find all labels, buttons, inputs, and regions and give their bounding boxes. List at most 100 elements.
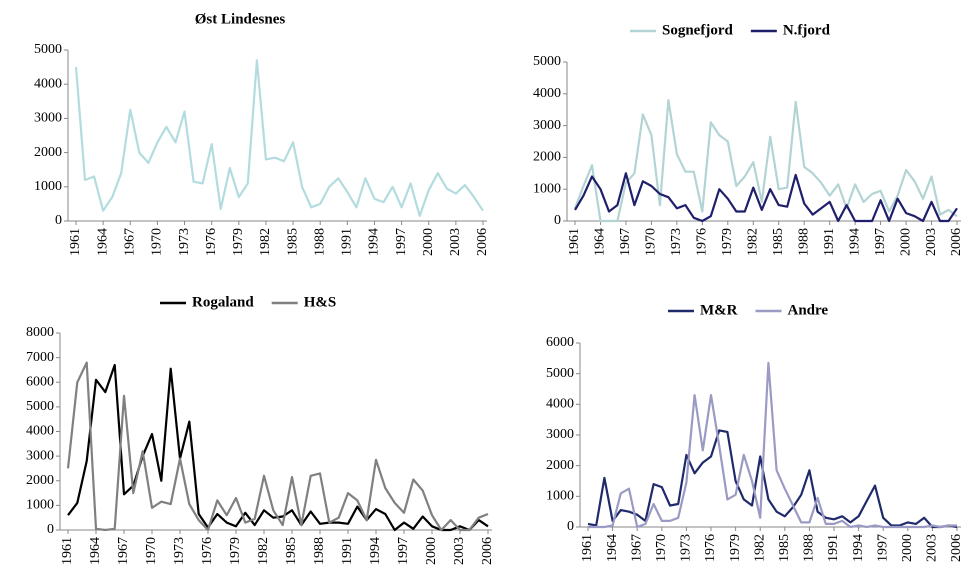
- x-tick-label: 1991: [340, 228, 355, 256]
- series-line: [574, 172, 958, 223]
- y-tick-label: 6000: [546, 335, 574, 350]
- x-tick-label: 1973: [172, 537, 187, 565]
- legend-label: Rogaland: [192, 294, 254, 310]
- x-tick-label: 1988: [802, 534, 817, 562]
- y-tick-label: 5000: [533, 54, 561, 69]
- y-tick-label: 0: [554, 213, 561, 228]
- x-tick-label: 1976: [204, 228, 219, 256]
- y-tick-label: 3000: [26, 448, 54, 463]
- x-tick-label: 1967: [618, 228, 633, 256]
- x-tick-label: 1994: [367, 228, 382, 256]
- x-tick-label: 1997: [394, 228, 409, 256]
- x-tick-label: 1997: [396, 537, 411, 565]
- x-tick-label: 1970: [644, 228, 659, 256]
- y-tick-label: 5000: [26, 399, 54, 414]
- series-line: [573, 99, 958, 223]
- y-tick-label: 2000: [533, 150, 561, 165]
- x-tick-label: 1988: [312, 228, 327, 256]
- y-tick-label: 2000: [26, 473, 54, 488]
- y-tick-label: 0: [567, 519, 574, 534]
- x-tick-label: 1997: [875, 534, 890, 562]
- x-tick-label: 1964: [95, 228, 110, 256]
- x-tick-label: 1976: [695, 228, 710, 256]
- x-tick-label: 2006: [480, 537, 495, 565]
- x-tick-label: 1994: [847, 228, 862, 256]
- x-tick-label: 1967: [122, 228, 137, 256]
- x-tick-label: 2003: [924, 228, 939, 256]
- x-tick-label: 2003: [925, 534, 940, 562]
- x-tick-label: 1961: [567, 228, 582, 256]
- x-tick-label: 1973: [669, 228, 684, 256]
- x-tick-label: 1979: [231, 228, 246, 256]
- x-tick-label: 1967: [629, 534, 644, 562]
- y-tick-label: 1000: [533, 181, 561, 196]
- y-tick-label: 1000: [546, 489, 574, 504]
- x-tick-label: 1970: [144, 537, 159, 565]
- x-tick-label: 1982: [256, 537, 271, 565]
- legend-label: Sognefjord: [662, 22, 733, 38]
- x-tick-label: 1961: [68, 228, 83, 256]
- x-tick-label: 2000: [421, 228, 436, 256]
- x-tick-label: 2003: [452, 537, 467, 565]
- x-tick-label: 1982: [752, 534, 767, 562]
- x-tick-label: 1973: [177, 228, 192, 256]
- x-tick-label: 1985: [777, 534, 792, 562]
- x-tick-label: 1967: [116, 537, 131, 565]
- y-tick-label: 3000: [533, 118, 561, 133]
- x-tick-label: 1970: [150, 228, 165, 256]
- x-tick-label: 1982: [745, 228, 760, 256]
- y-tick-label: 3000: [546, 427, 574, 442]
- y-tick-label: 0: [47, 522, 54, 537]
- x-tick-label: 1979: [228, 537, 243, 565]
- x-tick-label: 2000: [424, 537, 439, 565]
- x-tick-label: 1973: [679, 534, 694, 562]
- x-tick-label: 2006: [475, 228, 490, 256]
- x-tick-label: 2000: [900, 534, 915, 562]
- y-tick-label: 1000: [34, 179, 62, 194]
- x-tick-label: 1994: [851, 534, 866, 562]
- y-tick-label: 2000: [34, 145, 62, 160]
- y-tick-label: 5000: [546, 366, 574, 381]
- y-tick-label: 5000: [34, 42, 62, 57]
- legend-label: M&R: [700, 302, 738, 318]
- x-tick-label: 1988: [796, 228, 811, 256]
- series-line: [587, 429, 958, 529]
- x-tick-label: 2006: [949, 534, 964, 562]
- x-tick-label: 1991: [826, 534, 841, 562]
- x-tick-label: 1985: [771, 228, 786, 256]
- y-tick-label: 3000: [34, 111, 62, 126]
- y-tick-label: 8000: [26, 325, 54, 340]
- x-tick-label: 2000: [898, 228, 913, 256]
- y-tick-label: 1000: [26, 498, 54, 513]
- x-tick-label: 1964: [88, 537, 103, 565]
- x-tick-label: 1994: [368, 537, 383, 565]
- y-tick-label: 4000: [34, 76, 62, 91]
- y-tick-label: 7000: [26, 350, 54, 365]
- x-tick-label: 1961: [580, 534, 595, 562]
- y-tick-label: 4000: [546, 397, 574, 412]
- x-tick-label: 1964: [593, 228, 608, 256]
- legend-label: N.fjord: [783, 22, 831, 38]
- series-line: [74, 59, 484, 217]
- y-tick-label: 2000: [546, 458, 574, 473]
- x-tick-label: 1964: [605, 534, 620, 562]
- y-tick-label: 4000: [26, 424, 54, 439]
- x-tick-label: 1997: [873, 228, 888, 256]
- x-tick-label: 1985: [285, 228, 300, 256]
- x-tick-label: 1982: [258, 228, 273, 256]
- series-line: [67, 363, 489, 532]
- x-tick-label: 1961: [60, 537, 75, 565]
- x-tick-label: 1991: [822, 228, 837, 256]
- y-tick-label: 4000: [533, 86, 561, 101]
- legend-label: H&S: [304, 294, 337, 310]
- x-tick-label: 1976: [703, 534, 718, 562]
- series-line: [588, 361, 957, 529]
- legend-label: Andre: [788, 302, 829, 318]
- x-tick-label: 2003: [448, 228, 463, 256]
- y-tick-label: 6000: [26, 374, 54, 389]
- x-tick-label: 1979: [728, 534, 743, 562]
- y-tick-label: 0: [55, 213, 62, 228]
- x-tick-label: 1979: [720, 228, 735, 256]
- x-tick-label: 2006: [949, 228, 964, 256]
